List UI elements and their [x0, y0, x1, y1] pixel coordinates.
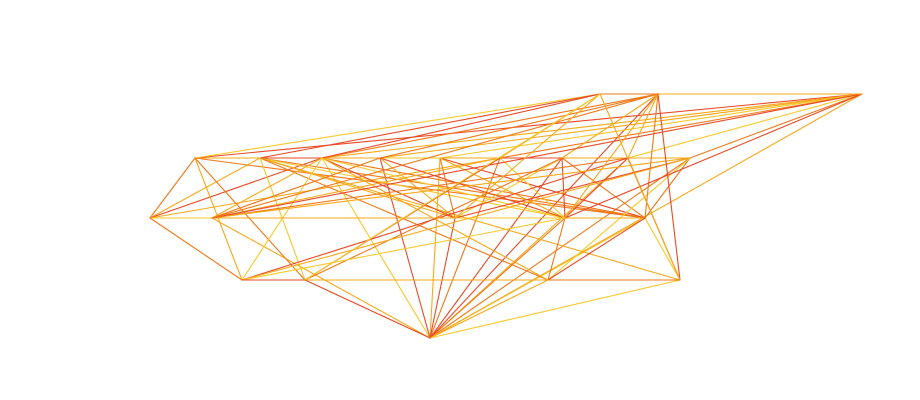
graph-edge	[241, 157, 629, 281]
graph-edge	[599, 93, 681, 281]
graph-edge	[321, 93, 601, 159]
graph-edges	[149, 93, 863, 339]
graph-edge	[194, 93, 601, 159]
graph-edge	[241, 217, 566, 281]
graph-edge	[321, 157, 431, 339]
graph-edge	[644, 157, 691, 219]
graph-edge	[564, 93, 659, 219]
graph-edge	[321, 157, 566, 219]
graph-edge	[149, 157, 501, 219]
graph-edge	[321, 93, 659, 159]
graph-edge	[644, 217, 681, 281]
graph-edge	[241, 157, 323, 281]
graph-edge	[149, 157, 196, 219]
graph-edge	[429, 279, 681, 339]
graph-edge	[321, 157, 456, 219]
graph-edge	[211, 217, 431, 339]
graph-edge	[211, 93, 863, 219]
graph-edge	[564, 93, 863, 219]
graph-edge	[627, 93, 863, 159]
graph-edge	[627, 93, 659, 159]
graph-edge	[194, 157, 306, 281]
graph-edge	[321, 93, 863, 159]
graph-edge	[259, 157, 681, 281]
graph-edge	[644, 93, 659, 219]
graph-edge	[564, 157, 629, 219]
graph-edge	[379, 157, 566, 219]
graph-edge	[499, 93, 863, 159]
graph-edge	[379, 93, 659, 159]
graph-edge	[429, 157, 691, 339]
graph-edge	[454, 157, 563, 219]
graph-edge	[211, 157, 381, 219]
graph-edge	[304, 279, 431, 339]
graph-edge	[194, 157, 243, 281]
graph-edge	[211, 157, 323, 219]
graph-edge	[439, 157, 566, 219]
graph-edge	[259, 157, 566, 219]
graph-edge	[429, 279, 549, 339]
graph-edge	[304, 93, 601, 281]
graph-edge	[194, 93, 863, 159]
graph-edge	[454, 93, 601, 219]
graph-edge	[429, 157, 501, 339]
graph-edge	[149, 157, 261, 219]
graph-edge	[321, 157, 646, 219]
graph-edge	[429, 157, 441, 339]
graph-edge	[259, 157, 549, 281]
graph-edge	[149, 217, 243, 281]
graph-edge	[211, 93, 659, 219]
graph-edge	[429, 157, 563, 339]
graph-edge	[379, 93, 863, 159]
graph-edge	[439, 93, 863, 159]
graph-edge	[454, 157, 691, 219]
graph-edge	[259, 93, 601, 159]
graph-edge	[547, 157, 691, 281]
graph-edge	[547, 217, 646, 281]
graph-edge	[211, 157, 629, 219]
graph-edge	[241, 157, 691, 281]
graph-edge	[547, 217, 566, 281]
graph-edge	[657, 93, 681, 281]
graph-edge	[429, 217, 456, 339]
graph-edge	[561, 93, 659, 159]
graph-edge	[211, 157, 501, 219]
graph-edge	[429, 217, 566, 339]
graph-edge	[429, 93, 659, 339]
graph-edge	[689, 93, 863, 159]
